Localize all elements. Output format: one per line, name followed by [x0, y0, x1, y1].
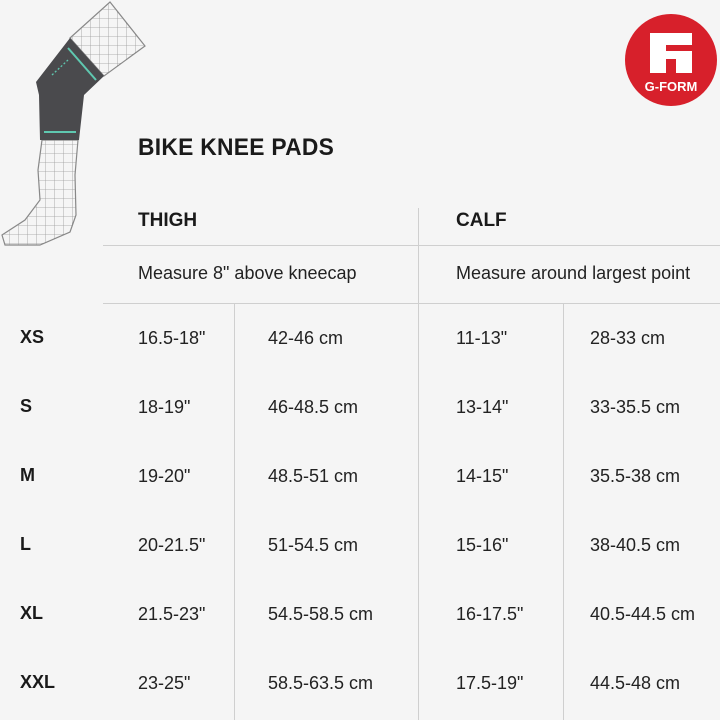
thigh-cm: 48.5-51 cm: [268, 466, 359, 486]
size-label: XL: [20, 603, 44, 623]
calf-inches: 14-15": [456, 466, 509, 486]
calf-cm: 44.5-48 cm: [590, 673, 681, 693]
divider: [103, 245, 720, 246]
page-title: BIKE KNEE PADS: [138, 134, 335, 161]
thigh-inches: 19-20": [138, 466, 191, 486]
calf-inches: 17.5-19": [456, 673, 524, 693]
thigh-inches: 16.5-18": [138, 328, 206, 348]
thigh-inches: 20-21.5": [138, 535, 206, 555]
svg-text:G-FORM: G-FORM: [645, 79, 698, 94]
calf-cm: 33-35.5 cm: [590, 397, 681, 417]
calf-cm: 28-33 cm: [590, 328, 666, 348]
calf-inches: 16-17.5": [456, 604, 524, 624]
size-label: L: [20, 534, 31, 554]
thigh-cm: 42-46 cm: [268, 328, 344, 348]
size-label: M: [20, 465, 35, 485]
thigh-cm: 51-54.5 cm: [268, 535, 359, 555]
divider: [418, 208, 419, 720]
note-thigh: Measure 8" above kneecap: [138, 263, 357, 283]
divider: [103, 303, 720, 304]
thigh-cm: 46-48.5 cm: [268, 397, 359, 417]
divider: [563, 303, 564, 720]
calf-inches: 13-14": [456, 397, 509, 417]
header-thigh: THIGH: [138, 210, 198, 231]
thigh-inches: 21.5-23": [138, 604, 206, 624]
calf-cm: 38-40.5 cm: [590, 535, 681, 555]
size-label: XXL: [20, 672, 56, 692]
thigh-cm: 58.5-63.5 cm: [268, 673, 374, 693]
note-calf: Measure around largest point: [456, 263, 691, 283]
thigh-inches: 23-25": [138, 673, 191, 693]
calf-inches: 11-13": [456, 328, 508, 348]
leg-illustration: [1, 1, 146, 246]
thigh-cm: 54.5-58.5 cm: [268, 604, 374, 624]
divider: [234, 303, 235, 720]
size-label: XS: [20, 327, 45, 347]
calf-cm: 35.5-38 cm: [590, 466, 681, 486]
size-label: S: [20, 396, 33, 416]
g-form-logo: G-FORM: [625, 14, 717, 106]
calf-cm: 40.5-44.5 cm: [590, 604, 696, 624]
calf-inches: 15-16": [456, 535, 509, 555]
thigh-inches: 18-19": [138, 397, 191, 417]
header-calf: CALF: [456, 210, 507, 231]
